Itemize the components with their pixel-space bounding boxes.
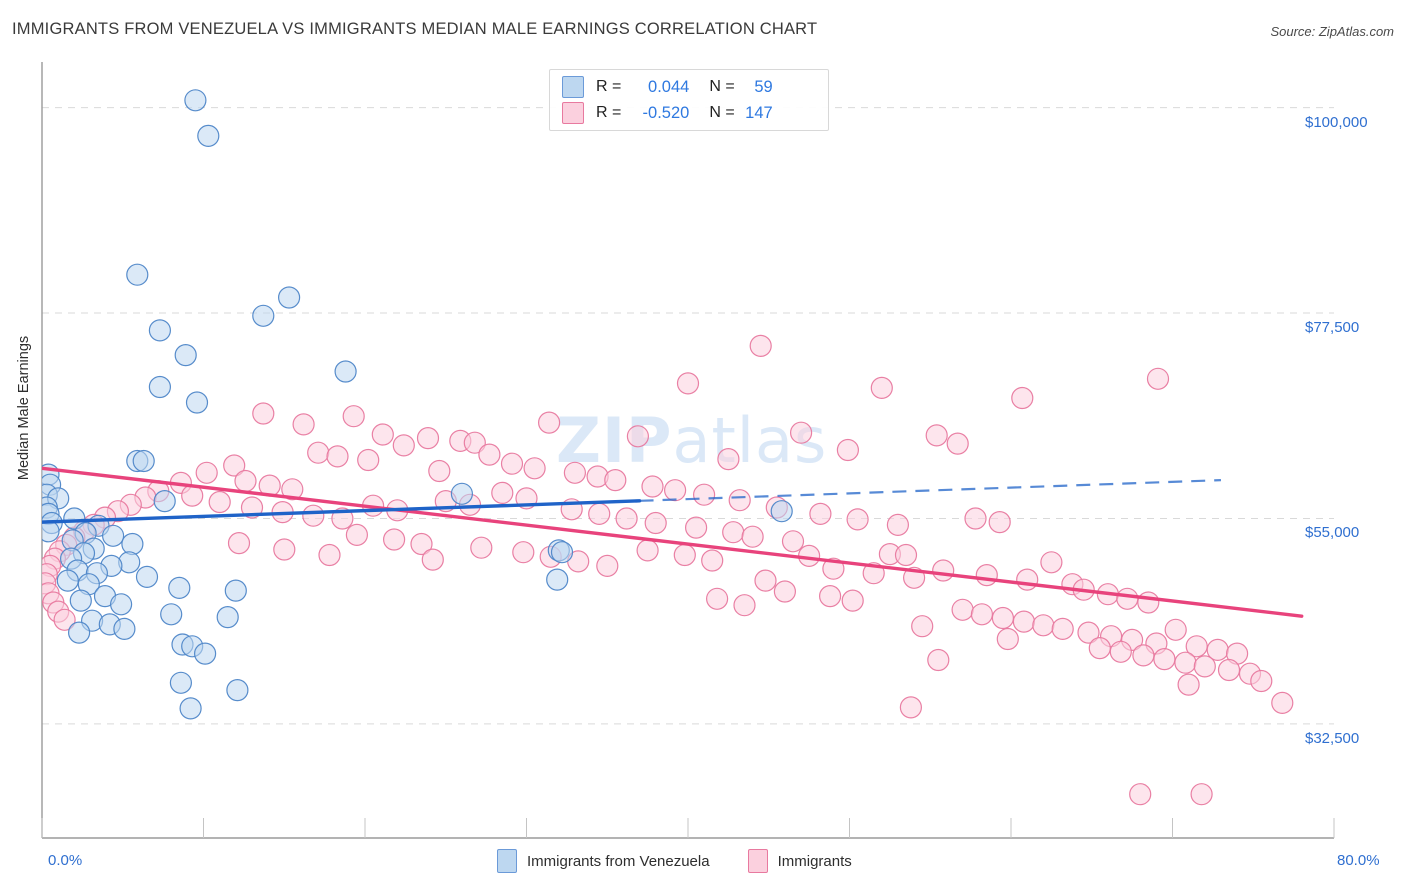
y-tick-label: $100,000 — [1305, 113, 1368, 131]
correlation-stats-box: R = 0.044 N = 59 R = -0.520 N = 147 — [549, 69, 829, 131]
legend-swatch-icon — [747, 849, 768, 873]
r-label: R = — [596, 104, 622, 121]
r-value: 0.044 — [648, 77, 690, 96]
legend-item-immigrants[interactable]: Immigrants — [747, 849, 852, 873]
n-value: 147 — [745, 103, 773, 122]
legend-label: Immigrants — [777, 852, 852, 870]
legend-swatch-icon — [497, 849, 517, 873]
n-value: 59 — [754, 77, 773, 96]
series-swatch-icon — [562, 102, 584, 124]
r-label: R = — [596, 78, 622, 95]
y-tick-label: $77,500 — [1305, 319, 1360, 337]
y-tick-label: $32,500 — [1305, 729, 1360, 747]
scatter-points-immigrants — [42, 334, 1294, 806]
x-axis-ticks — [41, 818, 1335, 838]
n-label: N = — [709, 78, 735, 95]
scatter-points-venezuela — [42, 89, 793, 720]
gridlines — [42, 107, 1334, 725]
n-label: N = — [709, 104, 735, 121]
source-attribution: Source: ZipAtlas.com — [1270, 24, 1394, 39]
x-tick-label-max: 80.0% — [1337, 852, 1380, 869]
page-title: IMMIGRANTS FROM VENEZUELA VS IMMIGRANTS … — [12, 20, 818, 38]
y-tick-label: $55,000 — [1305, 524, 1360, 542]
series-swatch-icon — [562, 76, 584, 98]
x-tick-label-min: 0.0% — [48, 852, 83, 869]
legend-item-venezuela[interactable]: Immigrants from Venezuela — [497, 849, 710, 873]
legend-label: Immigrants from Venezuela — [527, 852, 710, 870]
stats-row-immigrants: R = -0.520 N = 147 — [562, 100, 773, 126]
chart-legend: Immigrants from Venezuela Immigrants — [497, 849, 890, 873]
trend-lines — [42, 466, 1304, 618]
r-value: -0.520 — [642, 103, 690, 122]
stats-row-venezuela: R = 0.044 N = 59 — [562, 74, 773, 100]
